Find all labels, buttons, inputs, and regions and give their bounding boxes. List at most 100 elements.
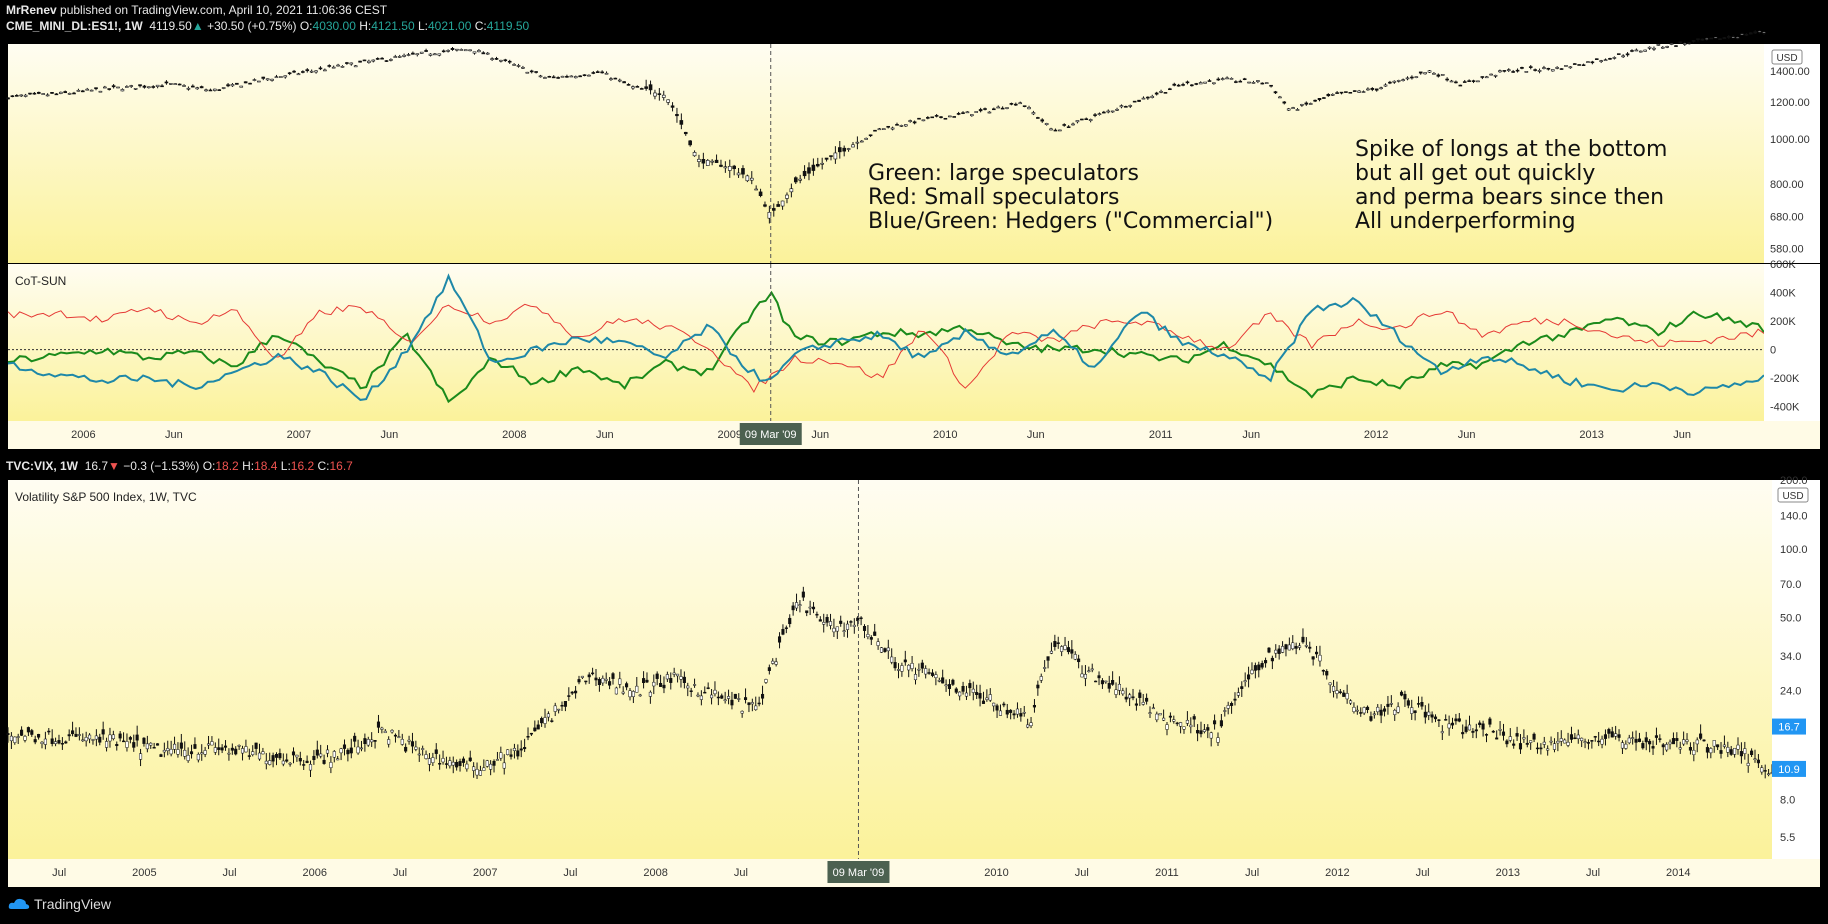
cot-time-axis[interactable]: 2006 Jun 2007 Jun 2008 Jun 2009 Jun 2010 Jun 2011 J… xyxy=(8,421,1820,449)
cot-ytick-label: 400K xyxy=(1770,288,1796,300)
vix-candle-body xyxy=(397,736,401,738)
vix-candle-body xyxy=(1073,654,1077,660)
vix-candle-body xyxy=(1753,758,1757,761)
vix-candle-body xyxy=(1495,737,1499,740)
es-candle-body xyxy=(503,59,508,62)
es-candle-body xyxy=(1361,91,1366,93)
es-symbol[interactable]: CME_MINI_DL:ES1!, 1W xyxy=(6,19,143,33)
es-price-pane[interactable]: Green: large speculators Red: Small spec… xyxy=(6,30,1766,263)
es-candle-body xyxy=(859,140,864,143)
vix-candle-body xyxy=(125,741,129,748)
vix-low-label: L: xyxy=(280,459,291,473)
cot-hedgers-line xyxy=(7,273,1765,401)
vix-price-axis[interactable]: 200.0 140.0 100.0 70.0 50.0 34.0 24.0 8.0 5.5 USD… xyxy=(1772,475,1820,859)
es-candle-body xyxy=(749,177,754,181)
cot-ytick-label: -400K xyxy=(1770,402,1800,414)
es-candle-body xyxy=(521,67,525,69)
cot-xtick-label: Jun xyxy=(1458,429,1476,441)
es-candle-body xyxy=(701,159,706,164)
es-candle-body xyxy=(573,76,578,79)
es-candle-body xyxy=(1040,119,1045,122)
vix-candle-body xyxy=(1236,692,1240,696)
vix-candle-body xyxy=(54,741,58,744)
es-candle-body xyxy=(107,88,112,90)
vix-candle-body xyxy=(414,746,418,750)
es-ytick-label: 1400.00 xyxy=(1770,66,1810,78)
vix-candle-body xyxy=(1719,750,1723,754)
vix-candle-body xyxy=(1478,722,1482,725)
es-candle-body xyxy=(1594,58,1599,60)
es-candle-body xyxy=(899,125,904,127)
vix-candle-body xyxy=(1600,738,1604,745)
vix-candle-body xyxy=(774,661,778,665)
es-candle-body xyxy=(151,86,156,88)
vix-candle-body xyxy=(1454,718,1458,722)
vix-ytick-label: 5.5 xyxy=(1780,832,1795,844)
vix-candle-body xyxy=(862,626,867,631)
vix-candle-body xyxy=(1559,738,1563,742)
vix-candle-body xyxy=(1128,694,1132,699)
vix-xtick-label: Jul xyxy=(563,867,577,879)
es-candle-body xyxy=(468,49,472,52)
es-candle-body xyxy=(683,131,688,135)
es-candle-body xyxy=(1225,77,1229,80)
publisher-name[interactable]: MrRenev xyxy=(6,3,57,17)
vix-candle-body xyxy=(747,702,751,706)
vix-candle-body xyxy=(1685,739,1689,742)
es-price-axis[interactable]: 580.00 680.00 800.00 1000.00 1200.00 1400.00 U… xyxy=(1764,44,1820,263)
vix-high: 18.4 xyxy=(254,459,278,473)
vix-candle-body xyxy=(1243,680,1247,683)
vix-candle-body xyxy=(713,689,717,695)
vix-candle-body xyxy=(1376,706,1380,713)
vix-candle-body xyxy=(845,623,850,630)
vix-candle-body xyxy=(1365,706,1370,710)
vix-candle-body xyxy=(152,747,156,749)
vix-candle-body xyxy=(682,676,686,683)
vix-candle-body xyxy=(944,684,948,687)
vix-candle-body xyxy=(482,767,486,771)
es-candle-body xyxy=(719,164,723,167)
vix-candle-body xyxy=(716,696,720,699)
es-candle-body xyxy=(1005,107,1009,109)
es-candle-body xyxy=(1330,94,1335,96)
es-candle-body xyxy=(961,112,965,114)
es-candle-body xyxy=(1339,91,1344,94)
vix-candle-body xyxy=(1733,747,1737,755)
vix-pane[interactable]: Volatility S&P 500 Index, 1W, TVC xyxy=(6,480,1774,859)
vix-candle-body xyxy=(278,753,282,759)
vix-candle-body xyxy=(1386,703,1390,707)
cot-axis[interactable]: 600K 400K 200K 0 -200K -400K xyxy=(1764,259,1820,421)
es-candle-body xyxy=(1264,82,1269,84)
es-candle-body xyxy=(41,93,46,95)
vix-candle-body xyxy=(1389,703,1393,705)
vix-candle-body xyxy=(1736,744,1740,750)
vix-candle-body xyxy=(230,747,234,751)
cot-pane[interactable]: CoT-SUN xyxy=(7,264,1765,421)
es-candle-body xyxy=(213,88,217,91)
vix-xtick-label: Jul xyxy=(1075,867,1089,879)
tradingview-logo[interactable]: TradingView xyxy=(8,896,111,912)
vix-candle-body xyxy=(1335,690,1339,694)
vix-candle-body xyxy=(1688,747,1692,751)
vix-candle-body xyxy=(1331,686,1336,692)
es-candle-body xyxy=(1251,82,1256,84)
vix-candle-body xyxy=(1665,744,1669,751)
vix-candle-body xyxy=(811,606,816,610)
vix-candle-body xyxy=(1671,738,1675,745)
vix-candle-body xyxy=(1712,740,1716,747)
vix-candle-body xyxy=(1270,657,1274,662)
es-candle-body xyxy=(877,128,882,131)
vix-candle-body xyxy=(421,748,425,750)
cot-chart xyxy=(7,264,1765,421)
es-candle-body xyxy=(455,48,459,51)
cot-xtick-label: 2011 xyxy=(1149,429,1173,441)
vix-candle-body xyxy=(883,648,887,652)
cot-axis-svg: 600K 400K 200K 0 -200K -400K xyxy=(1770,259,1800,414)
vix-time-axis[interactable]: Jul 2005 Jul 2006 Jul 2007 Jul 2008 Jul 2010 Jul 20… xyxy=(8,859,1820,887)
vix-candle-body xyxy=(1311,656,1315,660)
vix-symbol[interactable]: TVC:VIX, 1W xyxy=(6,459,79,473)
vix-candle-body xyxy=(655,673,659,679)
es-close: 4119.50 xyxy=(486,19,530,33)
es-open: 4030.00 xyxy=(312,19,356,33)
cot-large-spec-line xyxy=(7,290,1765,404)
